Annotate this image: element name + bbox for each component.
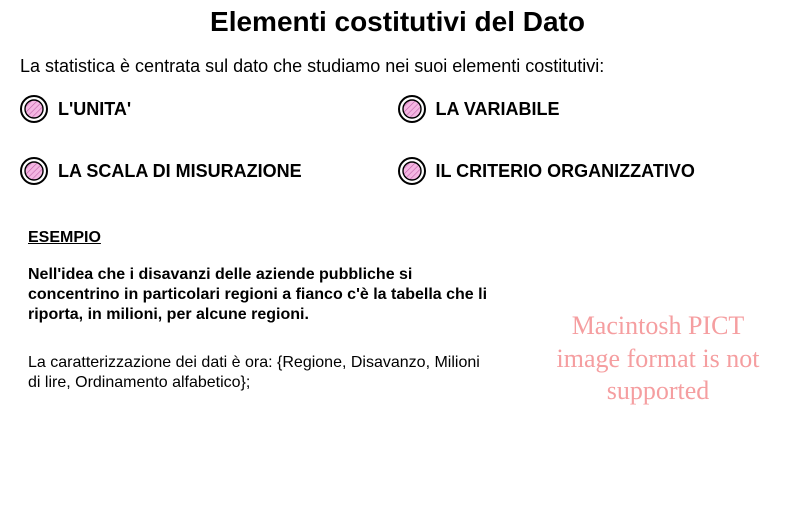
bullet-row-2: LA SCALA DI MISURAZIONE IL CRITERIO ORGA… [0,157,795,185]
bullet-label: IL CRITERIO ORGANIZZATIVO [436,161,695,182]
paragraph-2: La caratterizzazione dei dati è ora: {Re… [28,353,488,393]
bullet-label: L'UNITA' [58,99,131,120]
bullet-row-1: L'UNITA' LA VARIABILE [0,95,795,123]
bullet-ring-icon [20,95,48,123]
bullet-item-scala: LA SCALA DI MISURAZIONE [20,157,398,185]
bullet-label: LA VARIABILE [436,99,560,120]
bullet-ring-icon [398,95,426,123]
esempio-heading: ESEMPIO [28,229,795,247]
bullet-ring-icon [398,157,426,185]
slide-title: Elementi costitutivi del Dato [0,0,795,38]
paragraph-1: Nell'idea che i disavanzi delle aziende … [28,265,488,325]
bullet-item-variabile: LA VARIABILE [398,95,776,123]
bullet-item-criterio: IL CRITERIO ORGANIZZATIVO [398,157,776,185]
bullet-label: LA SCALA DI MISURAZIONE [58,161,302,182]
pict-placeholder: Macintosh PICT image format is not suppo… [543,310,773,408]
bullet-ring-icon [20,157,48,185]
intro-text: La statistica è centrata sul dato che st… [0,38,795,77]
bullet-item-unita: L'UNITA' [20,95,398,123]
bullet-grid: L'UNITA' LA VARIABILE LA SCALA DI MISURA… [0,95,795,185]
